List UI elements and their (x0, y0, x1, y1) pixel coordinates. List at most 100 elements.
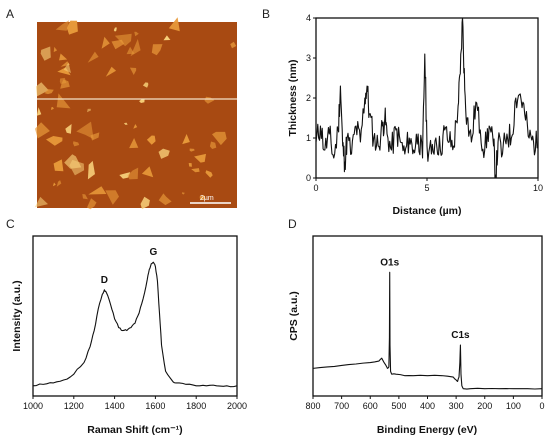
afm-flake (52, 182, 56, 187)
afm-flake (158, 148, 170, 159)
panel-d-letter: D (288, 217, 297, 231)
afm-flake (129, 138, 139, 149)
afm-flake (194, 153, 206, 163)
thickness-profile-line (315, 17, 539, 179)
afm-flake (212, 131, 227, 146)
afm-flake (56, 93, 71, 109)
chart-d-xlabel: Binding Energy (eV) (377, 424, 477, 436)
afm-flake (34, 196, 48, 208)
x-tick-label: 1200 (64, 401, 84, 411)
y-tick-label: 3 (306, 53, 311, 63)
chart-c: Raman Shift (cm⁻¹) Intensity (a.u.) 1000… (11, 235, 247, 436)
afm-flake (40, 46, 51, 61)
peak-label: O1s (380, 257, 399, 268)
x-tick-label: 300 (449, 401, 464, 411)
afm-flake (191, 168, 200, 173)
afm-flake (123, 122, 128, 125)
chart-d-frame (312, 235, 543, 397)
x-tick-label: 1800 (186, 401, 206, 411)
x-tick-label: 600 (363, 401, 378, 411)
afm-flake (139, 98, 145, 103)
x-tick-label: 10 (533, 183, 543, 193)
x-tick-label: 0 (313, 183, 318, 193)
x-tick-label: 200 (477, 401, 492, 411)
afm-flake (199, 194, 206, 201)
afm-flake (59, 53, 68, 61)
afm-flake (133, 124, 138, 129)
afm-flake (82, 194, 88, 200)
afm-flake (141, 166, 154, 178)
afm-flake (66, 20, 78, 35)
afm-flake (158, 193, 172, 206)
afm-flake (134, 31, 139, 37)
afm-flake (59, 77, 67, 84)
afm-flake (114, 33, 132, 47)
afm-flakes (34, 17, 237, 210)
afm-flake (181, 192, 185, 195)
x-tick-label: 1600 (145, 401, 165, 411)
afm-flake (140, 196, 150, 210)
afm-flake (35, 122, 50, 139)
panel-c-letter: C (6, 217, 15, 231)
afm-flake (230, 41, 237, 49)
afm-flake (189, 148, 195, 152)
x-tick-label: 2000 (227, 401, 247, 411)
chart-b-xlabel: Distance (µm) (392, 205, 461, 217)
y-tick-label: 1 (306, 133, 311, 143)
afm-flake (113, 27, 117, 32)
afm-flake (151, 44, 163, 56)
afm-flake (76, 121, 94, 140)
x-tick-label: 5 (424, 183, 429, 193)
x-tick-label: 1000 (23, 401, 43, 411)
x-tick-label: 100 (506, 401, 521, 411)
afm-flake (56, 180, 62, 187)
x-tick-label: 800 (305, 401, 320, 411)
chart-b: Distance (µm) Thickness (nm) 0 5 10 0 1 2 3 4 (287, 13, 543, 217)
afm-flake (53, 46, 58, 53)
afm-flake (53, 159, 64, 172)
afm-image: 2µm (34, 17, 237, 210)
peak-label: D (101, 275, 108, 286)
afm-flake (44, 89, 54, 95)
chart-d-ylabel: CPS (a.u.) (288, 291, 300, 341)
afm-flake (46, 136, 63, 146)
afm-flake (87, 160, 95, 180)
panel-a-letter: A (6, 7, 14, 21)
afm-flake (105, 66, 117, 77)
x-tick-label: 500 (391, 401, 406, 411)
scale-bar-label: 2µm (200, 195, 214, 202)
afm-flake (168, 17, 180, 32)
y-tick-label: 4 (306, 13, 311, 23)
afm-flake (130, 39, 141, 57)
afm-flake (35, 82, 49, 97)
afm-flake (57, 67, 71, 76)
x-tick-label: 700 (334, 401, 349, 411)
chart-d: Binding Energy (eV) CPS (a.u.) 800 700 600… (288, 235, 545, 436)
afm-flake (105, 190, 119, 205)
peak-label: G (149, 247, 157, 258)
afm-flake (36, 107, 42, 116)
chart-c-xlabel: Raman Shift (cm⁻¹) (87, 424, 182, 436)
x-tick-label: 0 (539, 401, 544, 411)
peak-label: C1s (451, 330, 470, 341)
afm-flake (146, 135, 156, 145)
panel-b-letter: B (262, 7, 270, 21)
afm-flake (205, 170, 213, 178)
y-tick-label: 0 (306, 173, 311, 183)
chart-c-ylabel: Intensity (a.u.) (11, 280, 23, 351)
afm-flake (73, 141, 80, 147)
y-tick-label: 2 (306, 93, 311, 103)
afm-flake (129, 67, 137, 75)
afm-flake (87, 108, 91, 113)
afm-flake (88, 186, 107, 195)
afm-flake (188, 163, 192, 167)
afm-flake (101, 36, 110, 49)
afm-flake (142, 82, 149, 88)
afm-flake (182, 134, 190, 145)
xps-spectrum-line (312, 271, 543, 390)
afm-flake (55, 20, 69, 31)
afm-flake (163, 35, 171, 41)
afm-flake (87, 198, 97, 210)
raman-spectrum-line (32, 261, 238, 388)
